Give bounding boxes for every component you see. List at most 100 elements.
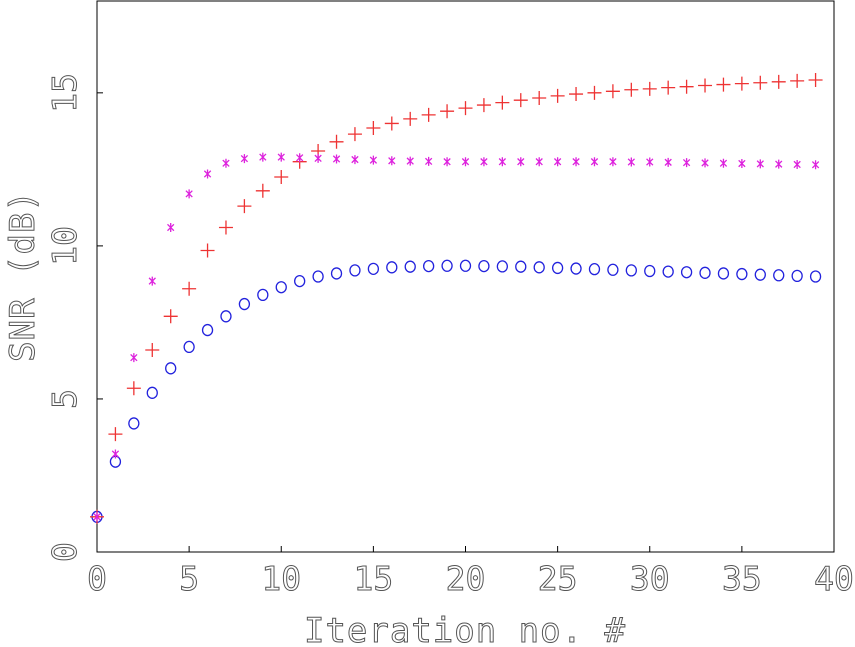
plus-point xyxy=(274,170,289,185)
x-tick-label: 35 xyxy=(722,559,762,598)
asterisk-point xyxy=(553,157,562,167)
x-tick-label: 20 xyxy=(446,559,486,598)
circle-point xyxy=(183,340,195,354)
x-axis-ticks: 0 5 10 15 20 25 30 35 40 xyxy=(87,546,854,599)
x-tick-label: 25 xyxy=(538,559,578,598)
asterisk-point xyxy=(332,154,341,164)
circle-point xyxy=(128,417,140,430)
asterisk-point xyxy=(811,160,820,170)
asterisk-point xyxy=(130,353,138,363)
plus-point xyxy=(753,75,768,90)
asterisk-point xyxy=(240,154,249,164)
asterisk-point xyxy=(185,189,193,199)
series-asterisk xyxy=(93,152,820,522)
circle-point xyxy=(662,265,674,278)
asterisk-point xyxy=(296,153,304,163)
circle-point xyxy=(773,269,785,282)
asterisk-point xyxy=(443,157,451,167)
x-tick-label: 0 xyxy=(87,559,107,598)
circle-point xyxy=(404,260,416,273)
asterisk-point xyxy=(535,157,543,167)
asterisk-point xyxy=(646,157,654,167)
circle-point xyxy=(257,288,269,302)
asterisk-point xyxy=(277,152,285,162)
asterisk-point xyxy=(388,156,396,166)
y-axis-ticks: 0 5 10 15 xyxy=(45,72,103,562)
plus-point xyxy=(790,73,805,88)
circle-point xyxy=(275,281,287,294)
circle-point xyxy=(736,267,748,281)
asterisk-point xyxy=(590,157,599,167)
plus-point xyxy=(495,95,510,110)
asterisk-point xyxy=(775,159,783,169)
circle-point xyxy=(459,259,472,272)
x-axis-label: Iteration no. # xyxy=(304,611,626,647)
series-circle xyxy=(91,259,822,523)
x-tick-label: 5 xyxy=(179,559,199,598)
circle-point xyxy=(717,267,730,280)
asterisk-point xyxy=(719,158,728,168)
asterisk-point xyxy=(406,156,414,166)
circle-point xyxy=(515,260,527,273)
circle-point xyxy=(422,259,435,273)
plus-point xyxy=(698,78,713,93)
circle-point xyxy=(330,267,343,280)
circle-point xyxy=(551,261,564,275)
asterisk-point xyxy=(222,158,230,168)
series-plus xyxy=(90,72,823,524)
asterisk-point xyxy=(517,157,525,167)
plus-point xyxy=(384,116,399,131)
asterisk-point xyxy=(203,169,212,179)
plus-point xyxy=(605,84,620,99)
circle-point xyxy=(791,269,803,283)
plus-point xyxy=(163,309,178,324)
plus-point xyxy=(716,77,731,92)
circle-point xyxy=(312,270,324,283)
circle-point xyxy=(165,362,177,375)
data-marks xyxy=(90,72,823,524)
asterisk-point xyxy=(738,159,746,169)
plus-point xyxy=(218,220,233,235)
circle-point xyxy=(367,262,380,275)
circle-point xyxy=(809,270,822,283)
circle-point xyxy=(625,264,637,277)
asterisk-point xyxy=(793,159,801,169)
asterisk-point xyxy=(480,157,488,167)
plus-point xyxy=(808,72,823,87)
plus-point xyxy=(532,91,547,106)
plus-point xyxy=(329,134,344,149)
circle-point xyxy=(607,263,619,276)
plus-point xyxy=(642,81,657,96)
plus-point xyxy=(569,87,584,102)
asterisk-point xyxy=(148,276,156,286)
asterisk-point xyxy=(93,512,101,522)
plus-point xyxy=(366,121,381,136)
circle-point xyxy=(220,310,232,323)
asterisk-point xyxy=(259,152,267,162)
asterisk-point xyxy=(664,157,672,167)
asterisk-point xyxy=(701,158,709,168)
circle-point xyxy=(478,259,490,273)
circle-point xyxy=(201,323,214,337)
asterisk-point xyxy=(314,153,322,163)
plus-point xyxy=(458,101,473,116)
x-tick-label: 30 xyxy=(630,559,670,598)
plus-point xyxy=(771,74,786,89)
x-tick-label: 15 xyxy=(354,559,394,598)
y-tick-label: 0 xyxy=(45,542,84,562)
circle-point xyxy=(754,268,766,281)
plus-point xyxy=(440,104,455,119)
circle-point xyxy=(644,264,656,278)
circle-point xyxy=(146,386,158,399)
asterisk-point xyxy=(167,223,175,233)
plus-point xyxy=(403,111,418,126)
circle-point xyxy=(533,261,545,274)
plus-point xyxy=(255,183,270,198)
plus-point xyxy=(237,199,252,214)
y-axis-label: SNR (dB) xyxy=(3,190,43,362)
circle-point xyxy=(441,259,453,272)
plus-point xyxy=(587,85,602,100)
asterisk-point xyxy=(572,157,580,167)
circle-point xyxy=(588,263,601,276)
x-tick-label: 10 xyxy=(261,559,301,598)
